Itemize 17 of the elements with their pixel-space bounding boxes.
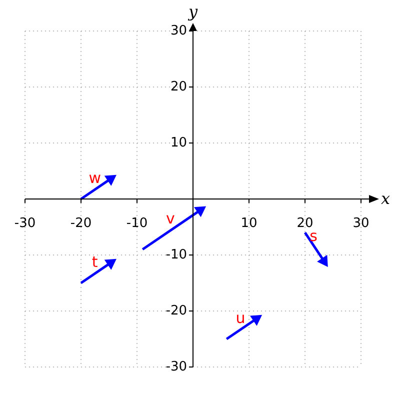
- y-tick-label: 10: [170, 135, 187, 150]
- x-tick-label: -10: [126, 216, 148, 231]
- x-tick-label: -20: [70, 216, 92, 231]
- y-tick-label: 30: [170, 23, 187, 38]
- series-label: w: [88, 168, 101, 187]
- series-label: t: [92, 252, 98, 271]
- x-axis-title: x: [381, 189, 390, 208]
- y-tick-label: 20: [170, 79, 187, 94]
- series-label: u: [236, 308, 246, 327]
- x-tick-label: -30: [14, 216, 36, 231]
- y-axis-title: y: [187, 2, 198, 22]
- y-tick-label: -10: [166, 247, 187, 262]
- x-tick-label: 10: [240, 216, 258, 231]
- y-tick-label: -30: [166, 359, 187, 374]
- series-label: v: [166, 210, 175, 228]
- x-tick-label: 30: [352, 216, 370, 231]
- y-tick-label: -20: [166, 303, 187, 318]
